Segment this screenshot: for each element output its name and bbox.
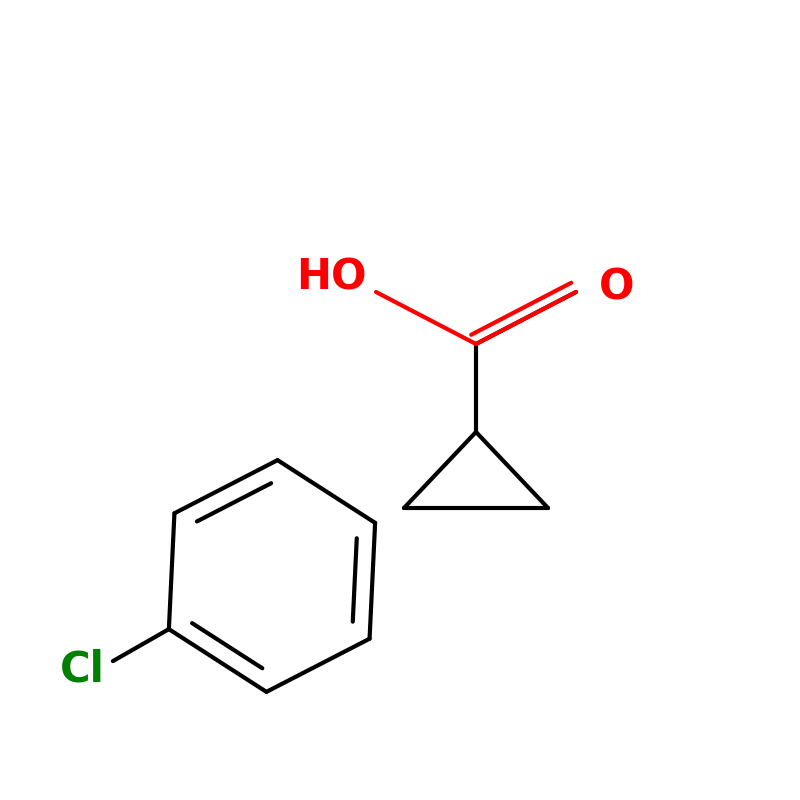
Text: O: O: [598, 267, 634, 309]
Text: Cl: Cl: [60, 648, 105, 690]
Text: HO: HO: [296, 257, 366, 298]
